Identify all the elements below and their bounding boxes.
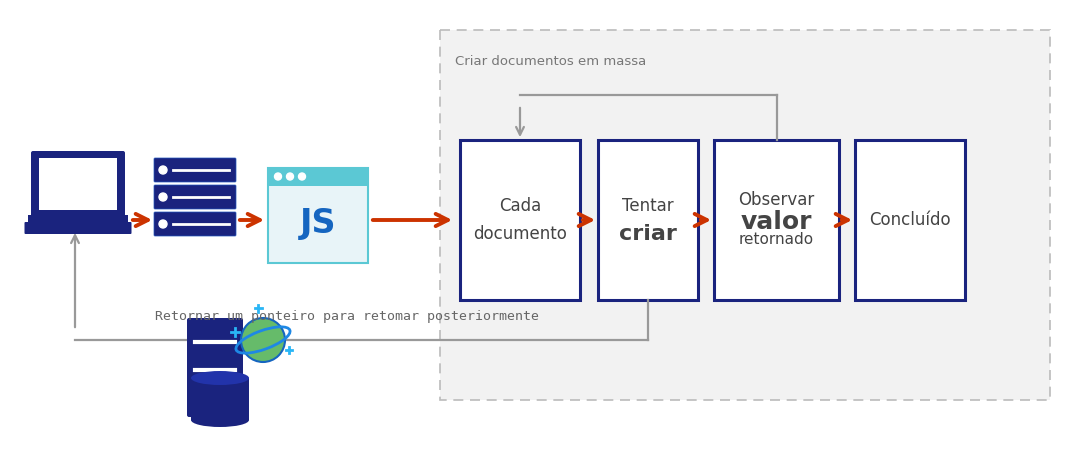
Text: Cada: Cada xyxy=(499,197,541,215)
Bar xyxy=(39,158,117,210)
Bar xyxy=(598,140,698,300)
Ellipse shape xyxy=(191,371,249,385)
Bar xyxy=(440,30,1050,400)
Bar xyxy=(28,215,128,223)
Bar xyxy=(268,168,368,263)
Text: Tentar: Tentar xyxy=(622,197,673,215)
FancyBboxPatch shape xyxy=(154,212,236,236)
Text: documento: documento xyxy=(473,225,567,243)
FancyBboxPatch shape xyxy=(31,151,125,217)
FancyBboxPatch shape xyxy=(25,222,131,234)
Bar xyxy=(714,140,839,300)
Circle shape xyxy=(287,173,293,180)
Text: Retornar um ponteiro para retomar posteriormente: Retornar um ponteiro para retomar poster… xyxy=(155,310,539,323)
Text: JS: JS xyxy=(300,208,336,240)
FancyBboxPatch shape xyxy=(154,185,236,209)
Circle shape xyxy=(159,220,166,228)
Text: Concluído: Concluído xyxy=(869,211,950,229)
Text: retornado: retornado xyxy=(739,232,814,247)
Ellipse shape xyxy=(191,413,249,427)
Text: valor: valor xyxy=(741,210,812,234)
Bar xyxy=(855,140,966,300)
Circle shape xyxy=(241,318,285,362)
Circle shape xyxy=(299,173,305,180)
Circle shape xyxy=(159,166,166,174)
Text: criar: criar xyxy=(619,224,677,244)
Text: Criar documentos em massa: Criar documentos em massa xyxy=(455,55,647,68)
Bar xyxy=(191,378,249,420)
FancyBboxPatch shape xyxy=(268,168,368,186)
Circle shape xyxy=(159,193,166,201)
Text: Observar: Observar xyxy=(739,191,814,209)
Bar xyxy=(268,186,368,263)
FancyBboxPatch shape xyxy=(154,158,236,182)
FancyBboxPatch shape xyxy=(187,318,243,417)
Bar xyxy=(460,140,580,300)
Circle shape xyxy=(275,173,281,180)
